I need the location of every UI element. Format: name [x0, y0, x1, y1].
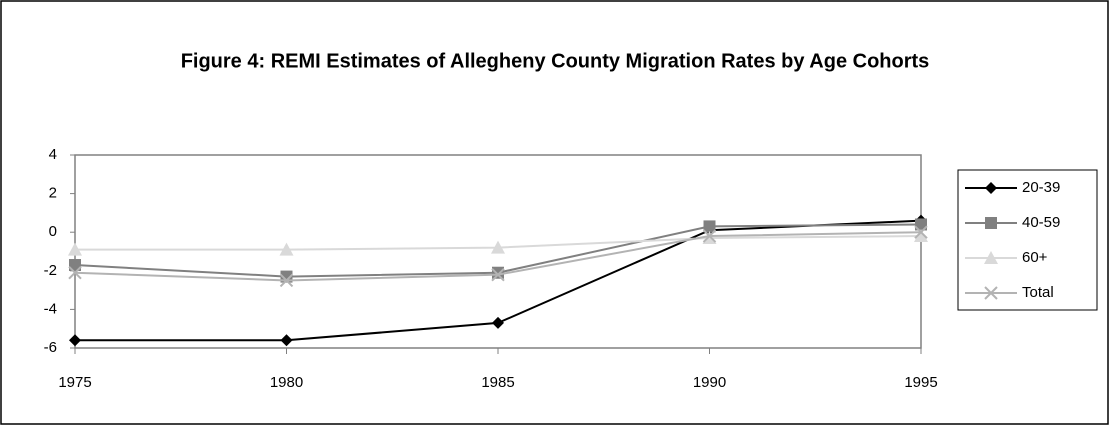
marker	[279, 273, 294, 288]
legend-label: 60+	[1022, 249, 1048, 266]
x-tick-label: 1980	[270, 374, 303, 391]
marker	[69, 259, 81, 272]
y-tick-label: 2	[49, 185, 57, 202]
legend-label: 20-39	[1022, 179, 1060, 196]
marker	[492, 266, 504, 279]
y-tick-label: 0	[49, 223, 57, 240]
marker	[914, 225, 928, 239]
marker	[68, 242, 82, 256]
chart-title: Figure 4: REMI Estimates of Allegheny Co…	[181, 50, 930, 72]
y-tick-label: 4	[49, 146, 57, 163]
marker	[280, 334, 293, 347]
marker	[915, 218, 927, 231]
marker	[914, 229, 928, 243]
x-tick-label: 1975	[58, 374, 91, 391]
marker	[68, 266, 82, 280]
x-tick-label: 1990	[693, 374, 726, 391]
x-tick-label: 1985	[481, 374, 514, 391]
y-tick-label: -6	[44, 339, 57, 356]
marker	[984, 251, 998, 264]
marker	[985, 217, 997, 229]
marker	[69, 334, 81, 347]
legend-box	[957, 169, 1098, 311]
x-tick-label: 1995	[904, 374, 937, 391]
marker	[985, 182, 997, 194]
marker	[491, 240, 505, 254]
y-tick-label: -4	[44, 300, 57, 317]
marker	[702, 229, 717, 243]
marker	[703, 220, 716, 233]
legend-label: 40-59	[1022, 214, 1060, 231]
marker	[491, 267, 505, 282]
marker	[984, 286, 998, 300]
marker	[492, 316, 504, 329]
legend-label: Total	[1022, 284, 1054, 301]
y-tick-label: -2	[44, 262, 57, 279]
marker	[279, 242, 294, 256]
